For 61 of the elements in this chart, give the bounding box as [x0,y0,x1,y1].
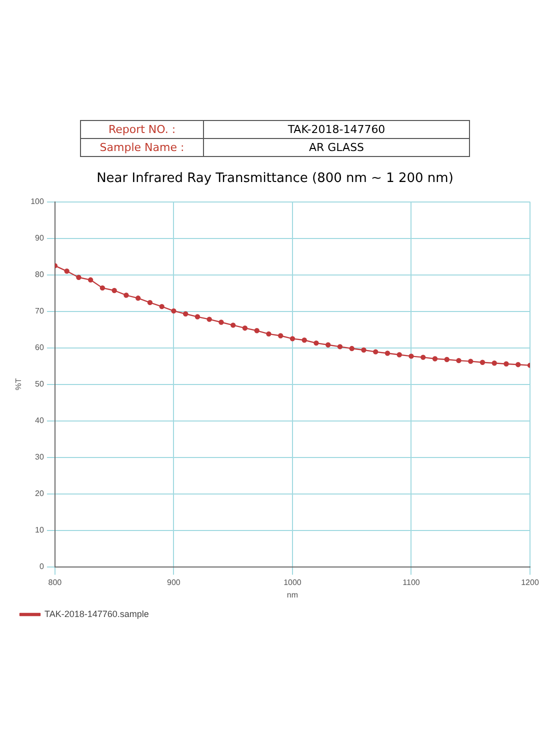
legend-label: TAK-2018-147760.sample [44,608,149,619]
y-tick-label: 0 [39,562,44,572]
point [266,331,272,337]
y-tick-label: 20 [35,489,44,498]
x-axis-title: nm [286,590,298,600]
point [76,274,82,280]
point [88,277,94,283]
point [432,356,438,362]
y-tick-label: 40 [35,416,44,426]
y-tick-label: 50 [35,380,44,389]
point [254,328,260,334]
point [218,320,224,325]
point [242,325,248,331]
point [112,288,117,294]
point [516,362,521,368]
point [349,346,354,352]
point [408,354,414,359]
y-axis-title: %T [14,378,24,390]
point [194,314,200,320]
point [171,308,176,314]
point [337,344,343,350]
point [230,322,236,328]
y-tick-label: 60 [35,343,44,352]
point [64,268,70,274]
point [206,316,212,322]
point [147,300,153,306]
point [384,350,390,356]
text: Report NO. : TAK-2018-147760 [108,123,386,136]
chart-title: Near Infrared Ray Transmittance (800 nm ~ 1 200 nm) [96,171,454,186]
point [290,336,296,342]
point [135,296,141,301]
y-tick-label: 30 [35,452,44,462]
x-tick-label: 1000 [284,578,302,587]
point [278,333,284,338]
point [480,360,486,365]
text: Sample Name : AR GLASS [100,141,364,154]
point [302,338,307,343]
point [361,347,366,353]
point [373,349,378,354]
y-tick-label: 80 [35,270,44,280]
x-tick-label: 800 [48,578,62,587]
y-tick-label: 100 [30,197,44,206]
point [504,361,509,366]
point [396,352,402,358]
y-tick-label: 70 [35,306,44,316]
point [182,311,188,316]
y-tick-label: 10 [35,526,44,535]
x-tick-label: 1100 [402,578,420,587]
point [326,342,331,348]
point [314,340,319,346]
point [420,354,426,360]
point [100,285,106,291]
point [124,292,129,298]
y-tick-label: 90 [35,234,44,243]
point [444,356,450,362]
x-tick-label: 1200 [521,578,540,587]
point [492,360,497,366]
x-tick-label: 900 [167,578,181,587]
point [468,358,474,364]
point [456,358,462,364]
point [159,304,164,310]
